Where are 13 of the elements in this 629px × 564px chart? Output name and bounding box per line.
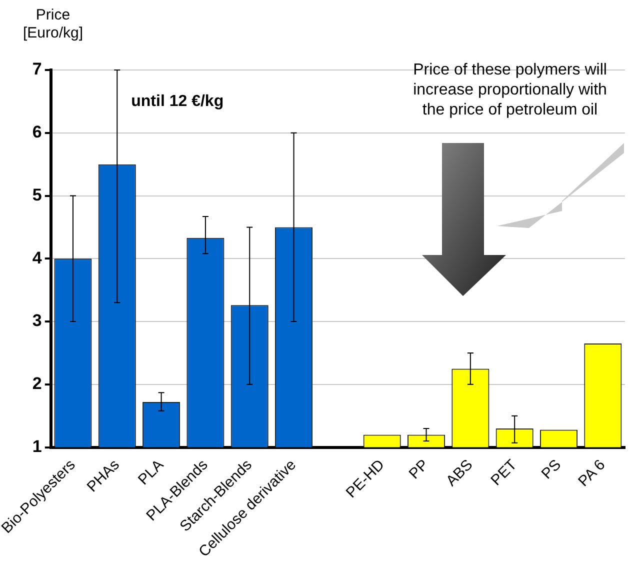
y-axis-title: Price [Euro/kg] — [22, 6, 84, 42]
annotation: Price of these polymers will increase proportionally with the price of petroleum oil — [413, 61, 607, 118]
y-tick-label: 2 — [32, 374, 42, 394]
x-tick-label: PA 6 — [575, 456, 609, 490]
x-tick-label: PP — [406, 456, 432, 483]
x-tick-label: PS — [538, 456, 565, 483]
annotation: until 12 €/kg — [131, 92, 224, 110]
y-tick-label: 6 — [32, 122, 42, 142]
y-tick-label: 3 — [32, 311, 42, 330]
y-tick-label: 5 — [32, 185, 42, 204]
y-tick-label: 1 — [32, 436, 42, 456]
y-tick-label: 4 — [32, 248, 42, 268]
y-tick-label: 7 — [32, 60, 42, 79]
